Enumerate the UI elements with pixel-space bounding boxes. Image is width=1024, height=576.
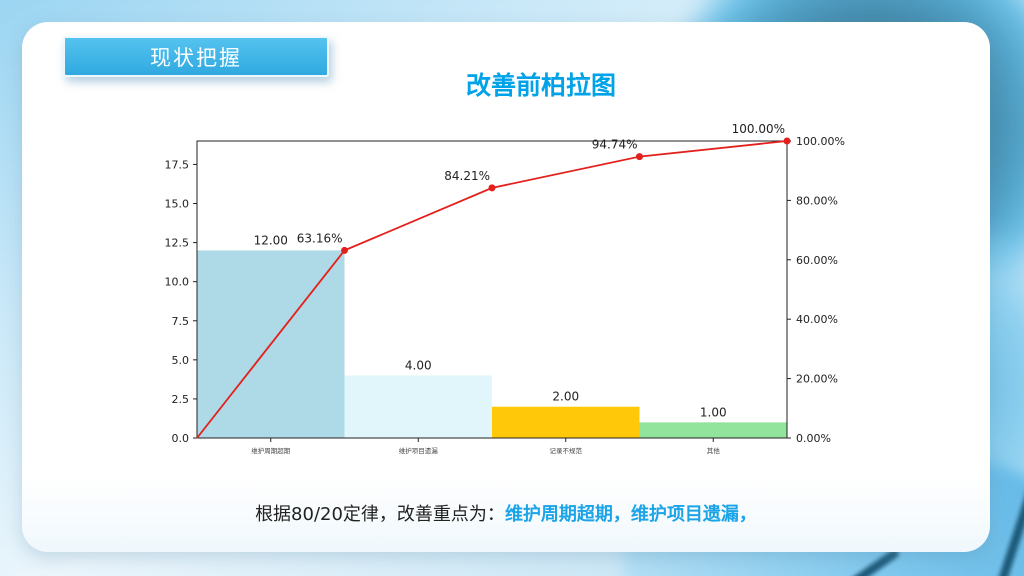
x-tick-label: 其他 xyxy=(707,446,721,455)
right-tick-label: 20.00% xyxy=(796,373,838,386)
bar-value-label: 4.00 xyxy=(405,358,432,372)
x-tick-label: 记录不规范 xyxy=(550,446,583,455)
left-tick-label: 0.0 xyxy=(172,432,190,445)
bar-记录不规范 xyxy=(492,406,640,438)
conclusion-caption: 根据80/20定律，改善重点为：维护周期超期，维护项目遗漏， xyxy=(22,500,990,526)
bar-value-label: 2.00 xyxy=(552,390,579,404)
section-badge: 现状把握 xyxy=(63,36,329,77)
left-tick-label: 10.0 xyxy=(165,276,190,289)
left-tick-label: 17.5 xyxy=(165,158,190,171)
left-tick-label: 15.0 xyxy=(165,198,190,211)
caption-highlight: 维护周期超期，维护项目遗漏， xyxy=(504,504,757,525)
right-tick-label: 100.00% xyxy=(796,135,845,148)
caption-prefix: 根据80/20定律，改善重点为： xyxy=(255,504,505,525)
cumulative-point xyxy=(488,184,496,192)
right-tick-label: 80.00% xyxy=(796,194,838,207)
bar-value-label: 12.00 xyxy=(254,233,288,247)
bar-维护项目遗漏 xyxy=(344,375,492,438)
cumulative-point xyxy=(636,153,643,161)
left-tick-label: 7.5 xyxy=(172,315,190,328)
left-tick-label: 5.0 xyxy=(172,354,190,367)
pareto-chart: 0.0 2.5 5.0 7.5 10.0 12.5 15.0 17.5 0.00% 20.00% 4… xyxy=(165,122,845,455)
bar-value-label: 1.00 xyxy=(700,405,727,419)
section-badge-label: 现状把握 xyxy=(150,45,242,70)
content-card: 现状把握 改善前柏拉图 0.0 2.5 5.0 7.5 10.0 12.5 15.0 17.5… xyxy=(22,22,990,552)
cumulative-percent-label: 100.00% xyxy=(732,122,785,136)
cumulative-percent-label: 63.16% xyxy=(297,231,343,245)
x-tick-label: 维护项目遗漏 xyxy=(399,446,439,455)
right-tick-label: 0.00% xyxy=(796,432,831,445)
left-tick-label: 2.5 xyxy=(172,393,190,406)
chart-title: 改善前柏拉图 xyxy=(465,71,617,100)
cumulative-point xyxy=(341,246,348,254)
left-tick-label: 12.5 xyxy=(165,237,190,250)
right-tick-label: 40.00% xyxy=(796,313,838,326)
plot-border xyxy=(196,140,788,439)
right-tick-label: 60.00% xyxy=(796,254,838,267)
cumulative-point xyxy=(783,137,791,145)
bar-其他 xyxy=(639,422,787,438)
cumulative-percent-label: 94.74% xyxy=(592,138,638,152)
cumulative-percent-label: 84.21% xyxy=(444,169,490,183)
x-tick-label: 维护周期超期 xyxy=(251,446,291,455)
